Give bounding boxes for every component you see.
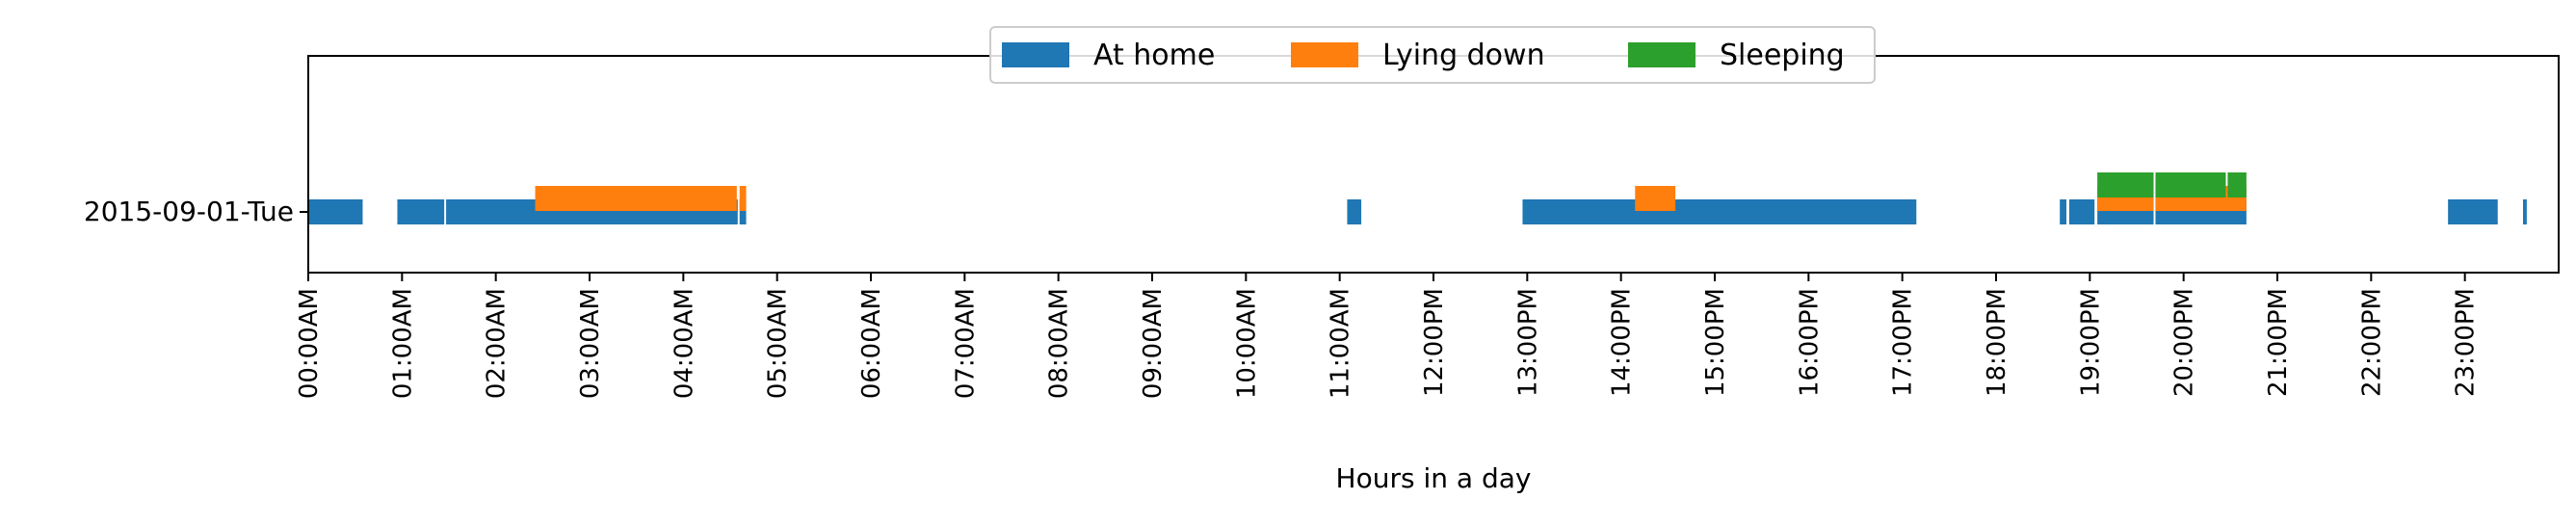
- bar-at-home: [2523, 199, 2527, 224]
- bar-at-home: [1347, 199, 1362, 224]
- bar-at-home: [308, 199, 363, 224]
- legend-label: Sleeping: [1720, 39, 1845, 72]
- bar-at-home: [1522, 199, 1917, 224]
- x-tick-label: 21:00PM: [2264, 288, 2293, 397]
- bar-at-home: [2068, 199, 2095, 224]
- bar-at-home: [2060, 199, 2066, 224]
- x-tick-label: 14:00PM: [1608, 288, 1637, 397]
- bar-at-home: [397, 199, 445, 224]
- x-tick-label: 13:00PM: [1513, 288, 1542, 397]
- bars-layer: [308, 172, 2527, 224]
- x-tick-label: 22:00PM: [2357, 288, 2386, 397]
- x-tick-label: 03:00AM: [576, 288, 605, 399]
- x-tick-label: 07:00AM: [951, 288, 980, 399]
- bar-sleeping: [2097, 172, 2154, 197]
- bar-at-home: [739, 199, 747, 224]
- legend: At home Lying down Sleeping: [989, 26, 1876, 84]
- x-tick-label: 11:00AM: [1327, 288, 1355, 399]
- bar-lying-down: [739, 186, 747, 211]
- legend-swatch: [1291, 42, 1358, 67]
- y-axis-ticks: 2015-09-01-Tue: [84, 196, 308, 227]
- x-axis-ticks: 00:00AM 01:00AM 02:00AM 03:00AM 04:00AM 05:00…: [295, 273, 2481, 399]
- x-tick-label: 06:00AM: [857, 288, 886, 399]
- plot-frame: [307, 55, 2560, 274]
- x-tick-label: 00:00AM: [295, 288, 324, 399]
- bar-sleeping: [2227, 172, 2247, 197]
- bar-at-home: [2448, 199, 2498, 224]
- x-tick-label: 08:00AM: [1045, 288, 1074, 399]
- legend-box: [989, 26, 1876, 84]
- x-tick-label: 17:00PM: [1889, 288, 1918, 397]
- x-tick-label: 18:00PM: [1983, 288, 2011, 397]
- x-tick-label: 01:00AM: [388, 288, 417, 399]
- x-tick-label: 15:00PM: [1701, 288, 1730, 397]
- legend-label: At home: [1093, 39, 1215, 72]
- legend-swatch: [1002, 42, 1069, 67]
- bar-sleeping: [2155, 172, 2226, 197]
- x-tick-label: 23:00PM: [2452, 288, 2481, 397]
- x-tick-label: 09:00AM: [1139, 288, 1168, 399]
- y-tick-label: 2015-09-01-Tue: [84, 196, 294, 227]
- x-tick-label: 19:00PM: [2076, 288, 2105, 397]
- bar-lying-down: [535, 186, 737, 211]
- x-tick-label: 20:00PM: [2170, 288, 2199, 397]
- x-tick-label: 04:00AM: [670, 288, 698, 399]
- legend-label: Lying down: [1382, 39, 1545, 72]
- x-tick-label: 10:00AM: [1232, 288, 1261, 399]
- x-tick-label: 05:00AM: [764, 288, 793, 399]
- x-tick-label: 16:00PM: [1795, 288, 1824, 397]
- bar-lying-down: [1635, 186, 1676, 211]
- x-axis-label: Hours in a day: [1336, 462, 1532, 494]
- x-tick-label: 12:00PM: [1420, 288, 1449, 397]
- legend-swatch: [1628, 42, 1695, 67]
- x-tick-label: 02:00AM: [483, 288, 512, 399]
